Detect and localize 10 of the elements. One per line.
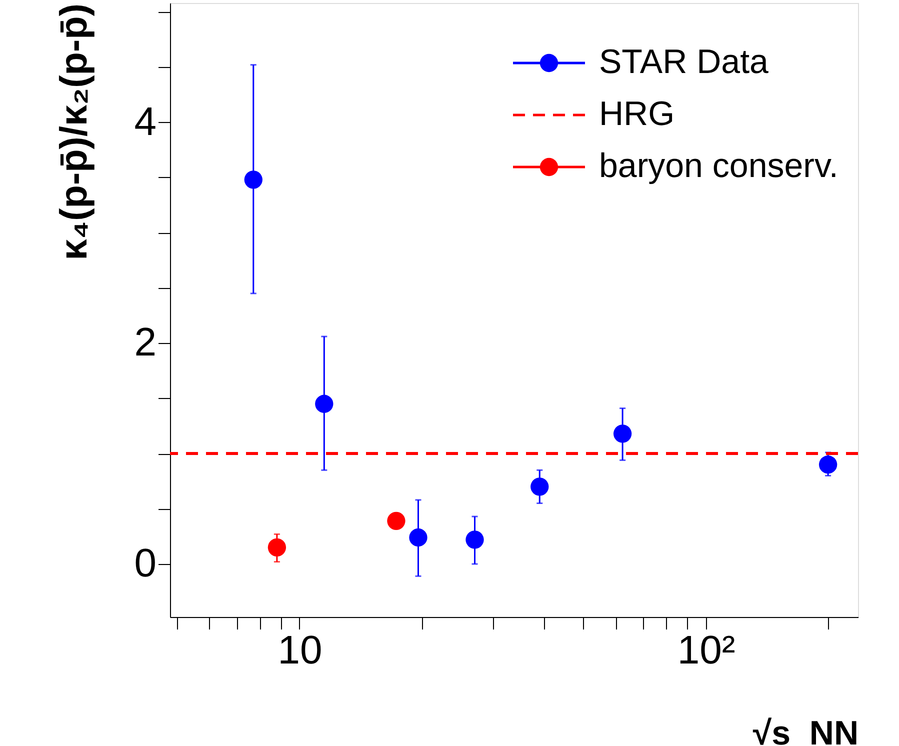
x-tick-label: 10 <box>278 628 322 672</box>
legend-label: STAR Data <box>599 43 769 81</box>
y-tick-label: 0 <box>134 541 156 586</box>
y-axis-title: κ₄(p-p̄)/κ₂(p-p̄) <box>53 4 96 260</box>
y-tick-label: 4 <box>134 100 156 144</box>
x-axis-title: √s_NN <box>752 714 858 746</box>
legend-label: baryon conserv. <box>599 147 838 185</box>
x-tick-label: 10² <box>677 628 736 672</box>
y-tick-label: 2 <box>134 320 156 365</box>
legend-label: HRG <box>599 95 675 133</box>
